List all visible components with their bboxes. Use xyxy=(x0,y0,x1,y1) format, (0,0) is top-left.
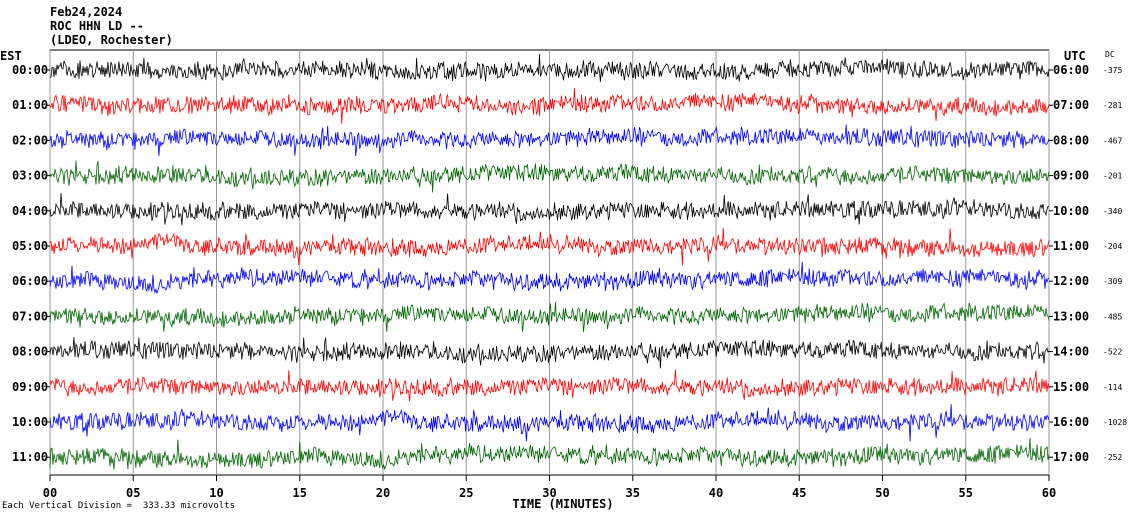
trace-group xyxy=(49,53,1050,471)
est-label: 09:00 xyxy=(12,380,48,394)
dc-value: -1028 xyxy=(1103,418,1127,427)
x-tick-label: 50 xyxy=(875,486,889,500)
utc-label: 12:00 xyxy=(1053,274,1089,288)
chart-date: Feb24,2024 xyxy=(50,5,123,19)
trace-1100 xyxy=(49,437,1050,471)
est-label: 06:00 xyxy=(12,274,48,288)
dc-value: -281 xyxy=(1103,101,1122,110)
est-label: 01:00 xyxy=(12,98,48,112)
right-axis-title: UTC xyxy=(1064,49,1086,63)
utc-label: 11:00 xyxy=(1053,239,1089,253)
trace-0700 xyxy=(49,301,1050,333)
utc-label: 13:00 xyxy=(1053,309,1089,323)
x-axis-title: TIME (MINUTES) xyxy=(512,497,613,511)
utc-label: 08:00 xyxy=(1053,133,1089,147)
trace-0300 xyxy=(49,160,1050,193)
x-tick-label: 60 xyxy=(1042,486,1056,500)
utc-label: 06:00 xyxy=(1053,63,1089,77)
x-tick-label: 40 xyxy=(709,486,723,500)
est-label: 02:00 xyxy=(12,133,48,147)
est-label: 03:00 xyxy=(12,169,48,183)
est-label: 08:00 xyxy=(12,345,48,359)
dc-value: -485 xyxy=(1103,312,1122,321)
utc-label: 07:00 xyxy=(1053,98,1089,112)
dc-value: -114 xyxy=(1103,383,1122,392)
x-tick-label: 45 xyxy=(792,486,806,500)
plot-grid xyxy=(49,49,1050,481)
dc-header: DC xyxy=(1105,50,1115,59)
est-label: 07:00 xyxy=(12,309,48,323)
est-label: 11:00 xyxy=(12,450,48,464)
trace-0100 xyxy=(49,88,1050,124)
x-tick-label: 20 xyxy=(376,486,390,500)
x-tick-label: 05 xyxy=(126,486,140,500)
utc-label: 09:00 xyxy=(1053,169,1089,183)
utc-label: 14:00 xyxy=(1053,345,1089,359)
x-tick-label: 30 xyxy=(542,486,556,500)
dc-value: -467 xyxy=(1103,136,1122,145)
chart-station: ROC HHN LD -- xyxy=(50,19,144,33)
trace-0500 xyxy=(49,228,1050,266)
x-tick-label: 15 xyxy=(293,486,307,500)
utc-label: 10:00 xyxy=(1053,204,1089,218)
dc-value: -201 xyxy=(1103,172,1122,181)
est-label: 05:00 xyxy=(12,239,48,253)
utc-label: 17:00 xyxy=(1053,450,1089,464)
trace-1000 xyxy=(49,404,1050,442)
x-tick-label: 00 xyxy=(43,486,57,500)
dc-value: -204 xyxy=(1103,242,1122,251)
trace-0200 xyxy=(49,124,1050,157)
dc-value: -340 xyxy=(1103,207,1122,216)
dc-value: -252 xyxy=(1103,453,1122,462)
trace-0900 xyxy=(49,369,1050,402)
axis-labels: 00 05 10 15 20 25 30 35 40 45 50 55 60 TIME (MINUTES)… xyxy=(0,49,1127,511)
trace-0400 xyxy=(49,192,1050,226)
dc-value: -522 xyxy=(1103,348,1122,357)
est-label: 04:00 xyxy=(12,204,48,218)
est-label: 10:00 xyxy=(12,415,48,429)
utc-label: 15:00 xyxy=(1053,380,1089,394)
x-tick-label: 25 xyxy=(459,486,473,500)
dc-value: -309 xyxy=(1103,277,1122,286)
chart-network: (LDEO, Rochester) xyxy=(50,33,173,47)
dc-value: -375 xyxy=(1103,66,1122,75)
trace-0000 xyxy=(49,53,1050,82)
est-label: 00:00 xyxy=(12,63,48,77)
trace-0800 xyxy=(49,337,1050,369)
utc-label: 16:00 xyxy=(1053,415,1089,429)
x-tick-label: 55 xyxy=(959,486,973,500)
x-tick-label: 10 xyxy=(209,486,223,500)
trace-0600 xyxy=(49,261,1050,295)
footnote: Each Vertical Division = 333.33 microvol… xyxy=(2,501,235,511)
x-tick-label: 35 xyxy=(626,486,640,500)
left-axis-title: EST xyxy=(0,49,22,63)
